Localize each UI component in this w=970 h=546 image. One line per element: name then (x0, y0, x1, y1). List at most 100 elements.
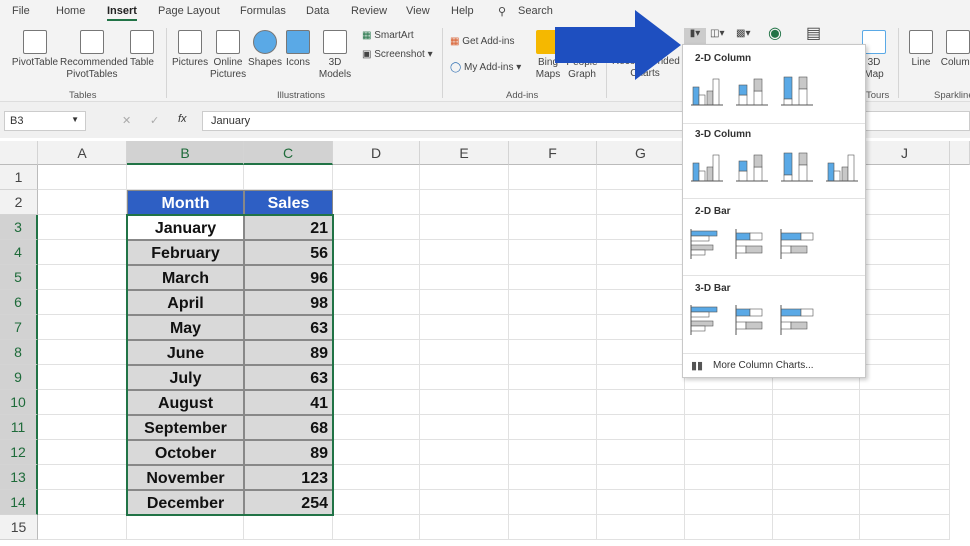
cell[interactable] (860, 315, 950, 340)
cell[interactable] (38, 165, 127, 190)
cell[interactable] (333, 240, 420, 265)
cell[interactable] (333, 315, 420, 340)
2d-100-stacked-column-option[interactable] (779, 73, 815, 107)
pivottable-button[interactable]: PivotTable (6, 30, 64, 69)
cell[interactable] (38, 440, 127, 465)
row-header-12[interactable]: 12 (0, 440, 38, 465)
cell[interactable] (597, 165, 685, 190)
tab-file[interactable]: File (12, 5, 30, 17)
sales-cell[interactable]: 63 (244, 315, 333, 340)
column-header-C[interactable]: C (244, 141, 333, 165)
tab-view[interactable]: View (406, 5, 430, 17)
sales-cell[interactable]: 254 (244, 490, 333, 515)
my-addins-button[interactable]: ◯ My Add-ins ▾ (450, 62, 522, 73)
2d-stacked-column-option[interactable] (734, 73, 770, 107)
column-chart-button[interactable]: ▮▾ (684, 28, 706, 48)
cell[interactable] (597, 240, 685, 265)
map-chart-icon[interactable]: ◉ (768, 25, 782, 42)
3d-clustered-column-option[interactable] (689, 149, 725, 183)
cell[interactable] (38, 290, 127, 315)
3d-clustered-bar-option[interactable] (689, 303, 725, 337)
cell[interactable] (509, 190, 597, 215)
month-cell[interactable]: June (127, 340, 244, 365)
cell[interactable] (38, 465, 127, 490)
cell[interactable] (420, 240, 509, 265)
cell[interactable] (773, 490, 860, 515)
3d-100-stacked-bar-option[interactable] (779, 303, 815, 337)
2d-100-stacked-bar-option[interactable] (779, 227, 815, 261)
cell[interactable] (244, 165, 333, 190)
row-header-10[interactable]: 10 (0, 390, 38, 415)
cell[interactable] (420, 515, 509, 540)
month-cell[interactable]: October (127, 440, 244, 465)
2d-clustered-column-option[interactable] (689, 73, 725, 107)
cell[interactable] (38, 490, 127, 515)
month-cell[interactable]: January (127, 215, 244, 240)
month-cell[interactable]: April (127, 290, 244, 315)
row-header-4[interactable]: 4 (0, 240, 38, 265)
cell[interactable] (860, 390, 950, 415)
month-cell[interactable]: May (127, 315, 244, 340)
more-column-charts-link[interactable]: More Column Charts... (713, 360, 814, 371)
row-header-6[interactable]: 6 (0, 290, 38, 315)
tab-insert[interactable]: Insert (107, 5, 137, 21)
cancel-icon[interactable]: ✕ (122, 115, 132, 127)
cell[interactable] (420, 215, 509, 240)
cell[interactable] (860, 465, 950, 490)
name-box[interactable]: B3 ▼ (4, 111, 86, 131)
month-cell[interactable]: July (127, 365, 244, 390)
2d-clustered-bar-option[interactable] (689, 227, 725, 261)
cell[interactable] (509, 465, 597, 490)
cell[interactable] (509, 165, 597, 190)
tab-page-layout[interactable]: Page Layout (158, 5, 220, 17)
cell[interactable] (420, 340, 509, 365)
3d-models-button[interactable]: 3D Models (316, 30, 354, 81)
cell[interactable] (333, 190, 420, 215)
cell[interactable] (38, 215, 127, 240)
cell[interactable] (860, 165, 950, 190)
enter-icon[interactable]: ✓ (150, 115, 160, 127)
cell[interactable] (509, 340, 597, 365)
cell[interactable] (773, 515, 860, 540)
cell[interactable] (685, 415, 773, 440)
sparkline-column-button[interactable]: Column (938, 30, 970, 69)
cell[interactable] (509, 365, 597, 390)
smartart-button[interactable]: ▦ SmartArt (362, 30, 414, 41)
cell[interactable] (38, 340, 127, 365)
cell[interactable] (333, 365, 420, 390)
table-button[interactable]: Table (128, 30, 156, 69)
cell[interactable] (509, 415, 597, 440)
hierarchy-chart-button[interactable]: ◫▾ (710, 28, 725, 39)
cell[interactable] (597, 415, 685, 440)
cell[interactable] (420, 365, 509, 390)
select-all-corner[interactable] (0, 141, 38, 165)
3d-3d-column-option[interactable] (824, 149, 860, 183)
tab-formulas[interactable]: Formulas (240, 5, 286, 17)
month-cell[interactable]: March (127, 265, 244, 290)
search-icon[interactable]: ⚲ (498, 6, 507, 18)
month-cell[interactable]: September (127, 415, 244, 440)
row-header-13[interactable]: 13 (0, 465, 38, 490)
search-box[interactable]: Search (518, 5, 553, 17)
cell[interactable] (333, 290, 420, 315)
sales-cell[interactable]: 98 (244, 290, 333, 315)
cell[interactable] (597, 290, 685, 315)
cell[interactable] (38, 315, 127, 340)
get-addins-button[interactable]: ▦ Get Add-ins (450, 36, 515, 47)
cell[interactable] (597, 265, 685, 290)
column-header-D[interactable]: D (333, 141, 420, 165)
column-header-B[interactable]: B (127, 141, 244, 165)
cell[interactable] (38, 515, 127, 540)
cell[interactable] (509, 440, 597, 465)
cell[interactable] (509, 290, 597, 315)
3d-stacked-column-option[interactable] (734, 149, 770, 183)
cell[interactable] (509, 215, 597, 240)
cell[interactable] (860, 440, 950, 465)
cell[interactable] (420, 315, 509, 340)
cell[interactable] (509, 490, 597, 515)
cell[interactable] (38, 365, 127, 390)
shapes-button[interactable]: Shapes (248, 30, 282, 69)
cell[interactable] (597, 440, 685, 465)
3d-100-stacked-column-option[interactable] (779, 149, 815, 183)
cell[interactable] (685, 390, 773, 415)
